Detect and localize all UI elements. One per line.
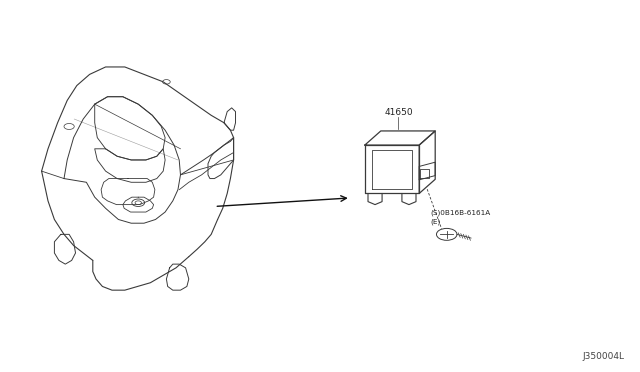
Text: J350004L: J350004L [582, 352, 624, 361]
Text: 41650: 41650 [384, 108, 413, 117]
Text: (S)0B16B-6161A
(E): (S)0B16B-6161A (E) [430, 210, 490, 225]
